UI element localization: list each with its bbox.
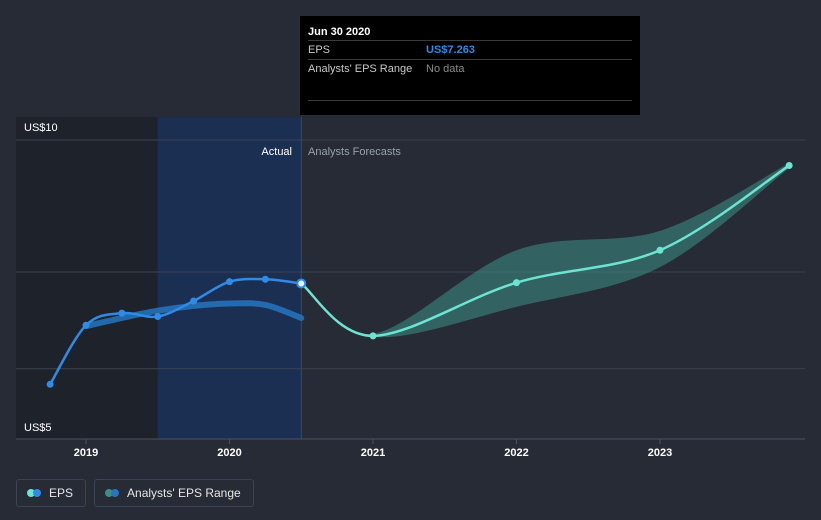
forecast-section-label: Analysts Forecasts xyxy=(308,146,401,158)
eps-points xyxy=(46,162,793,388)
tooltip-eps-value: US$7.263 xyxy=(426,44,475,56)
x-tick-label: 2022 xyxy=(504,447,528,459)
legend-eps-label: EPS xyxy=(49,486,74,500)
eps-legend-icon xyxy=(27,489,41,497)
gridlines xyxy=(16,139,805,370)
tooltip-eps-label: EPS xyxy=(308,44,331,56)
eps-forecast-point xyxy=(785,162,793,170)
range-bands xyxy=(83,163,790,338)
x-tick-label: 2021 xyxy=(361,447,385,459)
eps-forecast-point xyxy=(369,332,377,340)
x-tick-label: 2020 xyxy=(217,447,241,459)
range-band-forecast xyxy=(301,163,790,338)
chart-legend: EPS Analysts' EPS Range xyxy=(16,479,254,507)
actual-section-label: Actual xyxy=(261,146,292,158)
legend-range-label: Analysts' EPS Range xyxy=(127,486,241,500)
y-tick-label-bottom: US$5 xyxy=(24,422,52,434)
eps-chart: 2019 2020 2021 2022 2023 US$10 US$5 Actual A… xyxy=(16,117,805,459)
eps-forecast-point xyxy=(513,279,520,287)
tooltip-spacer xyxy=(308,78,632,101)
tooltip-date: Jun 30 2020 xyxy=(308,26,371,38)
eps-actual-point xyxy=(226,278,233,286)
eps-actual-point xyxy=(190,297,198,305)
eps-actual-point xyxy=(118,309,126,317)
x-tick-label: 2019 xyxy=(74,447,98,459)
legend-item-eps[interactable]: EPS xyxy=(16,479,87,507)
y-tick-label-top: US$10 xyxy=(24,122,58,134)
past-shade-region xyxy=(16,117,158,439)
tooltip-range-row: Analysts' EPS Range No data xyxy=(308,59,632,78)
eps-actual-point xyxy=(154,313,162,321)
tooltip-eps-row: EPS US$7.263 xyxy=(308,40,632,59)
x-tick-label: 2023 xyxy=(648,447,672,459)
eps-forecast-point xyxy=(656,246,664,254)
eps-actual-point xyxy=(296,278,307,289)
tooltip-range-label: Analysts' EPS Range xyxy=(308,63,413,75)
highlight-shade-region xyxy=(157,117,302,439)
x-axis: 2019 2020 2021 2022 2023 xyxy=(16,438,805,459)
eps-actual-point xyxy=(46,380,54,388)
legend-item-range[interactable]: Analysts' EPS Range xyxy=(94,479,254,507)
eps-tooltip: Jun 30 2020 EPS US$7.263 Analysts' EPS R… xyxy=(300,16,640,115)
range-legend-icon xyxy=(105,489,120,497)
eps-actual-point xyxy=(261,275,269,283)
tooltip-range-value: No data xyxy=(426,63,465,75)
eps-actual-point xyxy=(82,321,90,329)
range-band-actual xyxy=(83,300,305,330)
